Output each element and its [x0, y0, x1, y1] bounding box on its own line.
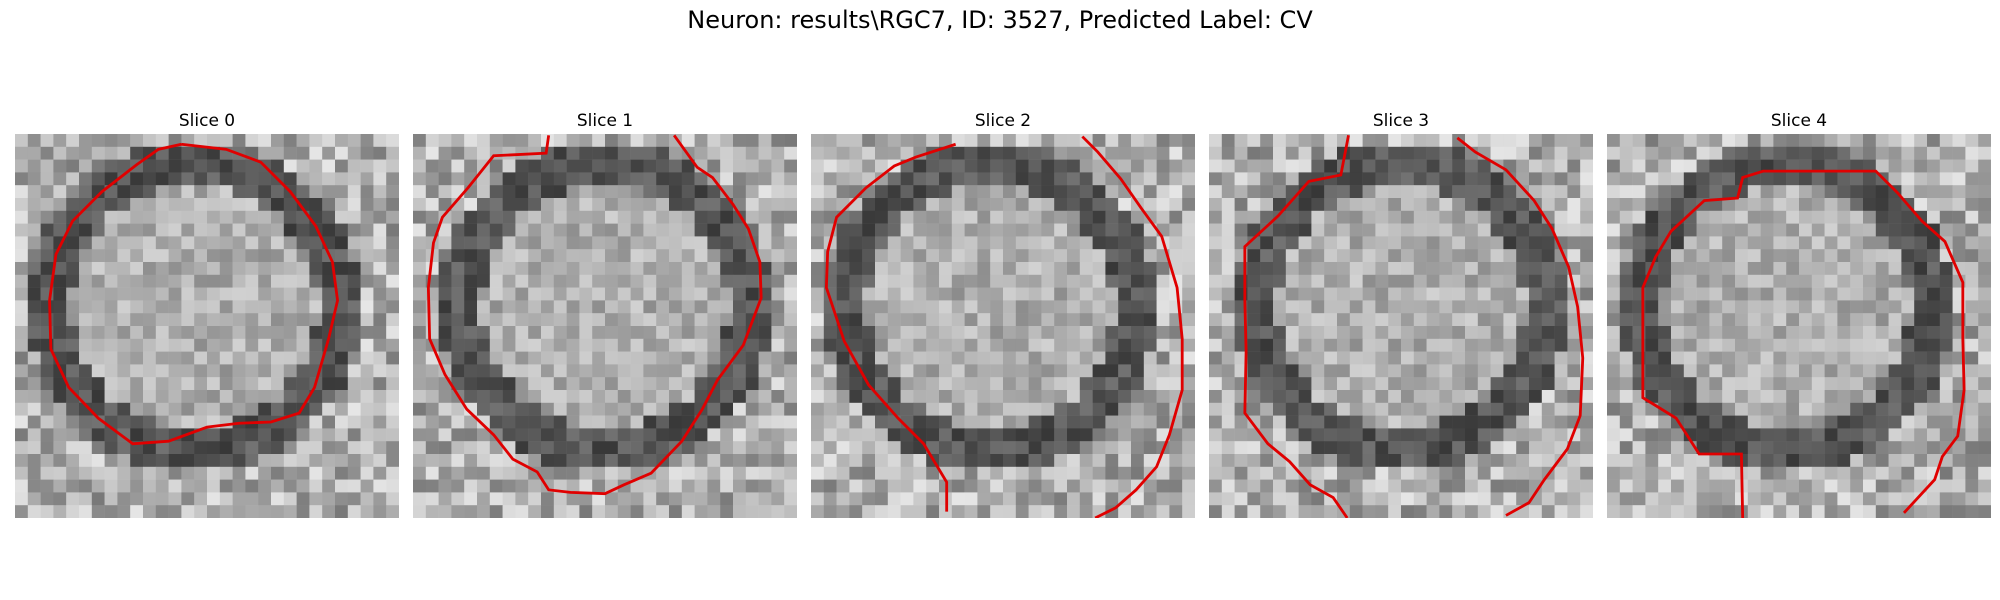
slice-title: Slice 2 [974, 111, 1032, 131]
cell-contour-line [426, 134, 763, 496]
slice-panel-0: Slice 0 [15, 110, 399, 518]
slice-panel-3: Slice 3 [1209, 110, 1593, 518]
slice-title: Slice 4 [1770, 111, 1828, 131]
cell-contour-line [1081, 135, 1184, 518]
pixel-grid [413, 134, 797, 518]
pixel-grid [15, 134, 399, 518]
slice-image [413, 134, 797, 518]
slice-image [1607, 134, 1991, 518]
figure-title: Neuron: results\RGC7, ID: 3527, Predicte… [687, 6, 1313, 34]
pixel-grid [1209, 134, 1593, 518]
cell-contour-line [48, 142, 339, 446]
slice-panel-2: Slice 2 [811, 110, 1195, 518]
cell-contour-line [1456, 136, 1585, 517]
slice-image [15, 134, 399, 518]
slice-image [1209, 134, 1593, 518]
slice-title: Slice 1 [576, 111, 634, 131]
slice-panel-4: Slice 4 [1607, 110, 1991, 518]
slice-title: Slice 3 [1372, 111, 1430, 131]
pixel-grid [811, 134, 1195, 518]
slice-image [811, 134, 1195, 518]
cell-contour-line [1243, 135, 1350, 518]
cell-contour-line [824, 142, 957, 512]
slice-panel-1: Slice 1 [413, 110, 797, 518]
pixel-grid [1607, 134, 1991, 518]
slice-title: Slice 0 [178, 111, 236, 131]
cell-contour-line [1641, 169, 1966, 518]
